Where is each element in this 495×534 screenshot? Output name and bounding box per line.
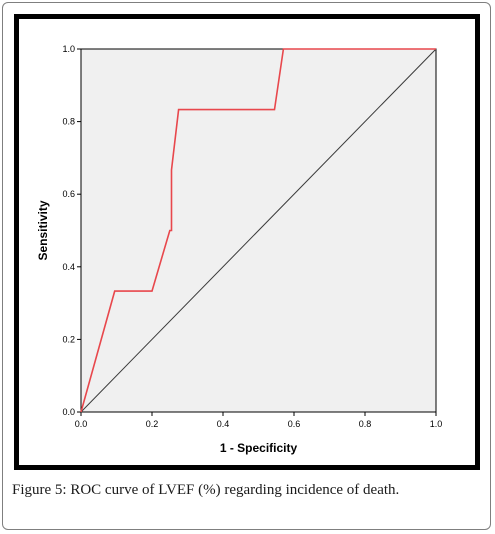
figure-caption: Figure 5: ROC curve of LVEF (%) regardin… [12,482,482,499]
y-tick-label: 0.4 [62,262,75,272]
reference-diagonal-line [80,48,437,413]
y-tick-label: 1.0 [62,44,75,54]
x-tick-label: 1.0 [430,419,443,429]
y-tick-label: 0.8 [62,117,75,127]
roc-curve-line [80,48,436,413]
roc-chart: 0.0 0.2 0.4 0.6 0.8 1.0 0.0 0.2 0.4 0.6 0.8 1.0 1 - … [36,44,443,455]
x-tick-label: 0.4 [217,419,230,429]
x-tick-label: 0.6 [288,419,301,429]
y-tick-label: 0.6 [62,189,75,199]
x-axis-title: 1 - Specificity [220,441,298,455]
x-tick-label: 0.2 [146,419,159,429]
chart-frame: 0.0 0.2 0.4 0.6 0.8 1.0 0.0 0.2 0.4 0.6 0.8 1.0 1 - … [14,14,480,470]
caption-label: Figure 5: [12,482,67,498]
x-tick-label: 0.0 [75,419,88,429]
y-axis-title: Sensitivity [36,200,50,260]
y-tick-label: 0.2 [62,334,75,344]
y-tick-label: 0.0 [62,407,75,417]
caption-text: ROC curve of LVEF (%) regarding incidenc… [70,482,400,498]
x-tick-label: 0.8 [359,419,372,429]
